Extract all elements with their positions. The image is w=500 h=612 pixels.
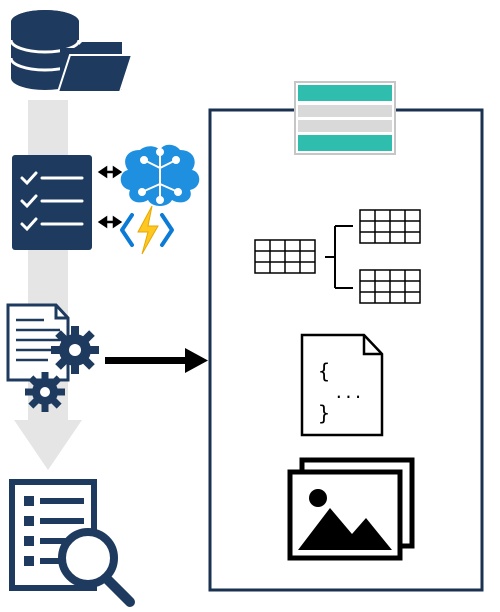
table-top-right-icon — [360, 210, 420, 243]
checklist-icon — [12, 155, 92, 250]
tab-widget-icon — [295, 82, 395, 154]
main-arrow-right — [105, 348, 208, 373]
lightning-icon — [122, 206, 172, 254]
diagram-root: { ... } — [0, 0, 500, 612]
code-doc-icon: { ... } — [302, 335, 382, 435]
bidir-arrow-bottom — [100, 218, 120, 226]
table-left-icon — [255, 240, 315, 273]
document-icon — [8, 305, 68, 380]
table-bottom-right-icon — [360, 270, 420, 303]
image-stack-icon — [290, 460, 412, 558]
brain-icon — [121, 145, 200, 206]
magnifier-icon — [62, 532, 130, 602]
bidir-arrow-top — [100, 168, 120, 176]
folder-icon — [58, 42, 132, 92]
code-dots: ... — [334, 383, 363, 402]
diagram-svg: { ... } — [0, 0, 500, 612]
brace-open: { — [318, 359, 330, 383]
brace-close: } — [318, 401, 330, 425]
